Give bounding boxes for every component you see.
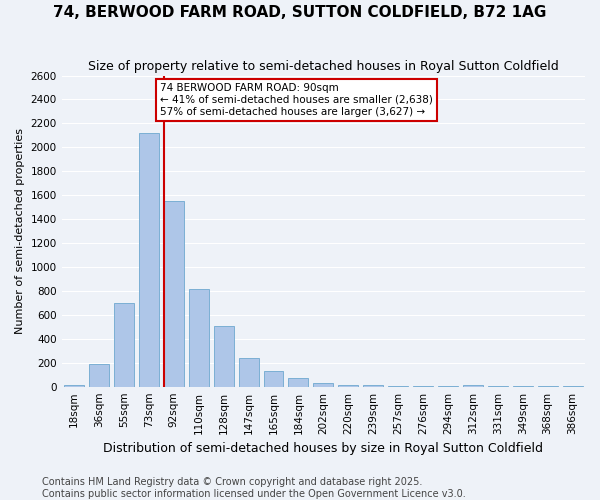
Bar <box>214 326 233 386</box>
Bar <box>463 385 483 386</box>
X-axis label: Distribution of semi-detached houses by size in Royal Sutton Coldfield: Distribution of semi-detached houses by … <box>103 442 544 455</box>
Bar <box>239 358 259 386</box>
Bar <box>89 364 109 386</box>
Y-axis label: Number of semi-detached properties: Number of semi-detached properties <box>15 128 25 334</box>
Text: 74, BERWOOD FARM ROAD, SUTTON COLDFIELD, B72 1AG: 74, BERWOOD FARM ROAD, SUTTON COLDFIELD,… <box>53 5 547 20</box>
Bar <box>338 385 358 386</box>
Bar <box>189 288 209 386</box>
Bar <box>164 201 184 386</box>
Text: 74 BERWOOD FARM ROAD: 90sqm
← 41% of semi-detached houses are smaller (2,638)
57: 74 BERWOOD FARM ROAD: 90sqm ← 41% of sem… <box>160 84 433 116</box>
Bar <box>313 383 334 386</box>
Bar <box>263 371 283 386</box>
Title: Size of property relative to semi-detached houses in Royal Sutton Coldfield: Size of property relative to semi-detach… <box>88 60 559 73</box>
Bar <box>114 303 134 386</box>
Bar <box>289 378 308 386</box>
Text: Contains HM Land Registry data © Crown copyright and database right 2025.
Contai: Contains HM Land Registry data © Crown c… <box>42 478 466 499</box>
Bar <box>139 133 159 386</box>
